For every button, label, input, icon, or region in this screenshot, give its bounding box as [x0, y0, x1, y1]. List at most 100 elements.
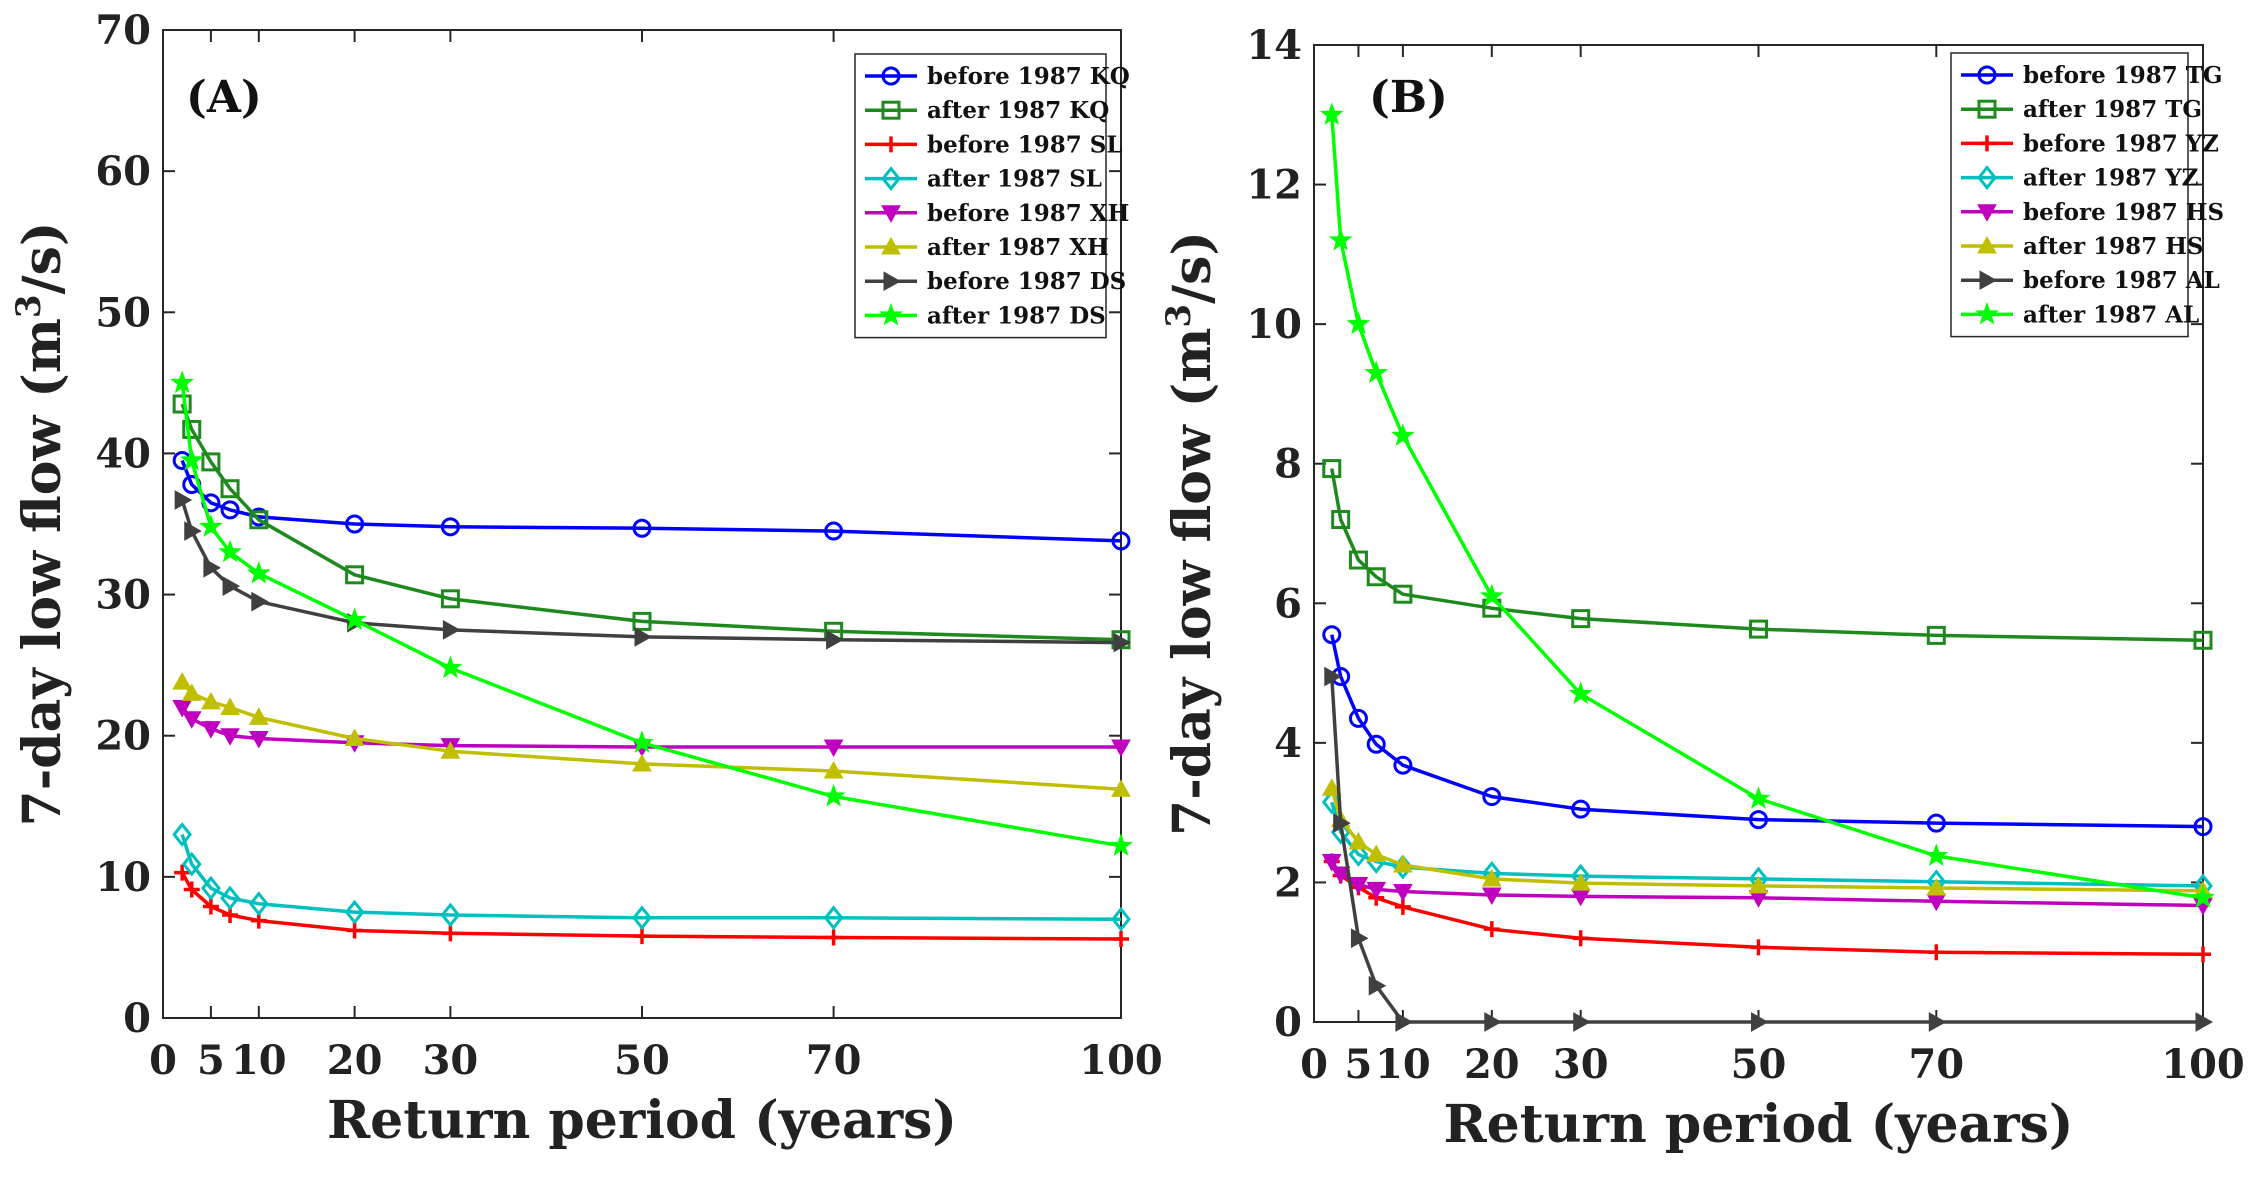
legend-swatch-marker: [881, 66, 901, 86]
series-before-1987-tg: [1322, 625, 2213, 837]
legend-label: after 1987 DS: [927, 302, 1106, 329]
data-point: [201, 452, 221, 472]
data-point: [1368, 975, 1387, 996]
x-tick-label: 5: [1345, 1041, 1373, 1088]
data-point: [203, 557, 221, 578]
data-point: [1572, 930, 1589, 947]
data-point: [1748, 875, 1769, 894]
series-line: [180, 680, 1122, 792]
y-tick-label: 0: [123, 995, 151, 1042]
data-point: [1571, 799, 1591, 819]
legend-label: before 1987 AL: [2023, 267, 2220, 294]
data-point: [1366, 844, 1387, 863]
data-point: [174, 490, 193, 510]
x-tick-label: 20: [327, 1037, 383, 1084]
data-point: [220, 697, 240, 715]
y-axis-title-main: 7-day low flow (m: [12, 318, 73, 826]
legend-label: before 1987 KQ: [927, 63, 1130, 90]
legend-swatch-marker: [1977, 99, 1997, 119]
x-tick-label: 10: [1375, 1041, 1431, 1088]
data-point: [2195, 1012, 2214, 1032]
data-point: [1322, 625, 1342, 645]
series-line: [180, 706, 1121, 749]
legend: before 1987 TG after 1987 TG before 1987 Y…: [1950, 52, 2224, 338]
legend-label: before 1987 XH: [927, 200, 1129, 227]
legend-item: after 1987 TG: [1961, 96, 2202, 123]
data-point: [218, 539, 242, 563]
data-point: [220, 885, 240, 911]
legend-swatch-marker: [883, 136, 899, 153]
data-point: [183, 881, 200, 898]
y-tick-label: 8: [1274, 441, 1302, 488]
legend-item: before 1987 SL: [865, 131, 1123, 158]
series-line: [180, 403, 1122, 642]
data-point: [1366, 881, 1387, 900]
y-axis-title: 7-day low flow (m3/s): [1159, 231, 1223, 836]
series-after-1987-sl: [172, 822, 1131, 932]
data-point: [1348, 842, 1369, 867]
legend: before 1987 KQ after 1987 KQ before 1987 S…: [854, 53, 1130, 339]
series-before-1987-al: [1324, 666, 2214, 1032]
data-point: [632, 905, 652, 931]
data-point: [200, 875, 221, 901]
data-point: [1321, 853, 1342, 872]
data-point: [1319, 102, 1344, 125]
legend-item: after 1987 DS: [865, 302, 1106, 329]
data-point: [170, 370, 195, 394]
legend-swatch-marker: [1975, 301, 1999, 325]
series-after-1987-al: [1319, 102, 2215, 908]
data-point: [634, 627, 653, 647]
data-point: [181, 851, 202, 877]
y-tick-label: 50: [95, 289, 151, 336]
y-axis-title-sup: 3: [9, 294, 49, 318]
data-point: [1479, 583, 1504, 607]
series-line: [1330, 114, 2204, 900]
y-tick-label: 0: [1274, 999, 1302, 1046]
legend-swatch-marker: [1979, 270, 1998, 291]
data-point: [821, 783, 846, 807]
data-point: [440, 902, 461, 928]
y-tick-label: 2: [1274, 859, 1302, 906]
data-point: [1111, 739, 1131, 758]
legend-swatch-marker: [881, 236, 901, 255]
data-point: [1928, 944, 1945, 961]
x-tick-label: 70: [806, 1037, 862, 1084]
data-point: [825, 929, 842, 946]
legend-label: after 1987 TG: [2023, 96, 2202, 123]
data-point: [1393, 884, 1413, 902]
legend-item: before 1987 DS: [865, 268, 1126, 295]
data-point: [344, 728, 365, 747]
series-line: [180, 382, 1122, 848]
data-point: [182, 419, 202, 439]
data-point: [246, 560, 271, 584]
x-tick-label: 100: [2161, 1041, 2245, 1088]
data-point: [249, 510, 269, 530]
legend-item: before 1987 TG: [1961, 62, 2223, 89]
legend-swatch-marker: [881, 205, 901, 223]
data-point: [1924, 843, 1949, 866]
data-point: [181, 711, 202, 729]
series-before-1987-ds: [174, 490, 1132, 653]
data-point: [344, 899, 365, 925]
data-point: [201, 721, 221, 739]
panel-label: (B): [1369, 72, 1448, 123]
legend-swatch-marker: [881, 166, 901, 192]
y-axis-title-sup: 3: [1159, 304, 1199, 328]
legend-item: after 1987 AL: [1961, 301, 2199, 328]
data-point: [1749, 619, 1768, 639]
data-point: [1330, 866, 1351, 885]
x-tick-label: 50: [614, 1037, 670, 1084]
data-point: [1321, 778, 1342, 796]
data-point: [1571, 609, 1591, 629]
data-point: [823, 739, 844, 758]
legend-label: before 1987 SL: [927, 131, 1123, 158]
series-line: [180, 833, 1122, 921]
data-point: [172, 672, 193, 690]
series-after-1987-xh: [172, 672, 1131, 797]
data-point: [440, 517, 460, 537]
x-tick-label: 70: [1908, 1041, 1964, 1088]
legend-swatch-marker: [1977, 165, 1997, 191]
data-point: [220, 479, 240, 499]
legend-swatch-marker: [1979, 135, 1995, 152]
series-line: [180, 871, 1122, 941]
